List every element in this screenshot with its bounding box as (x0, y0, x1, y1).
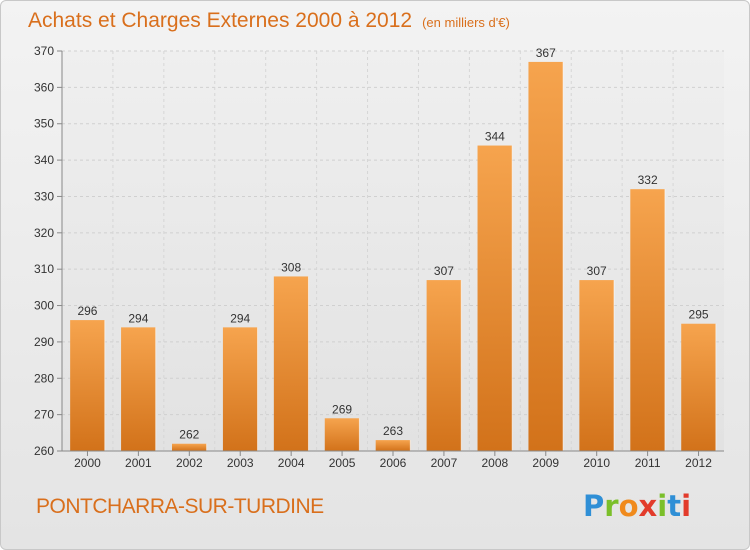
x-tick-label: 2007 (431, 456, 458, 470)
data-label: 344 (485, 130, 505, 144)
data-label: 294 (128, 311, 148, 325)
x-tick-label: 2001 (125, 456, 152, 470)
x-tick-label: 2009 (532, 456, 559, 470)
bar (273, 276, 309, 451)
y-tick-label: 290 (34, 335, 54, 349)
bar (121, 327, 156, 451)
y-tick-label: 260 (34, 444, 54, 458)
x-tick-label: 2008 (481, 456, 508, 470)
x-tick-label: 2012 (685, 456, 712, 470)
bar (681, 323, 716, 451)
x-tick-label: 2004 (278, 456, 305, 470)
data-label: 269 (332, 402, 352, 416)
x-tick-label: 2002 (176, 456, 203, 470)
logo-letter: i (681, 489, 692, 523)
x-tick-label: 2005 (329, 456, 356, 470)
y-tick-label: 320 (34, 226, 54, 240)
logo-letter: i (657, 489, 668, 523)
data-label: 307 (587, 264, 607, 278)
logo-letter: t (667, 489, 682, 523)
y-tick-label: 310 (34, 262, 54, 276)
axes: 260 270 280 290 300 310 320 330 340 350 360 370 2000… (34, 44, 724, 470)
x-tick-label: 2000 (74, 456, 101, 470)
data-label: 332 (638, 173, 658, 187)
y-tick-label: 270 (34, 408, 54, 422)
commune-name: PONTCHARRA-SUR-TURDINE (36, 495, 324, 518)
y-tick-label: 340 (34, 153, 54, 167)
bar (222, 327, 258, 451)
y-tick-label: 370 (34, 44, 54, 58)
y-tick-label: 360 (34, 80, 54, 94)
bar (579, 280, 615, 451)
logo-letter: o (618, 489, 639, 523)
logo-letter: x (638, 489, 658, 523)
x-tick-label: 2011 (635, 456, 661, 470)
y-tick-label: 330 (34, 189, 54, 203)
proxiti-logo: Proxiti (583, 489, 691, 523)
plot-area (62, 51, 724, 451)
bar (426, 280, 462, 451)
data-label: 296 (77, 304, 97, 318)
bar (171, 443, 207, 451)
x-tick-label: 2003 (227, 456, 254, 470)
grid-lines (62, 50, 724, 452)
data-label: 294 (230, 311, 250, 325)
data-label: 367 (536, 46, 556, 60)
chart-title-text: Achats et Charges Externes 2000 à 2012 (28, 9, 413, 32)
x-tick-label: 2006 (380, 456, 407, 470)
bar (375, 440, 411, 451)
y-tick-label: 300 (34, 299, 54, 313)
data-label: 263 (383, 424, 403, 438)
bar (528, 61, 564, 452)
bar (324, 418, 360, 451)
data-label: 308 (281, 260, 301, 274)
chart-subtitle: (en milliers d'€) (422, 15, 510, 30)
data-label: 307 (434, 264, 454, 278)
bar (477, 145, 513, 451)
data-label: 295 (689, 308, 709, 322)
data-label: 262 (179, 428, 199, 442)
bars: 296 294 262 294 308 269 263 307 344 367 307 332 295 (70, 46, 717, 452)
y-tick-label: 350 (34, 117, 54, 131)
chart-title: Achats et Charges Externes 2000 à 2012 (e… (28, 9, 510, 33)
bar (70, 320, 105, 451)
x-tick-label: 2010 (583, 456, 610, 470)
y-tick-label: 280 (34, 371, 54, 385)
logo-letter: P (583, 489, 605, 523)
logo-letter: r (604, 489, 619, 523)
bar (630, 189, 665, 451)
